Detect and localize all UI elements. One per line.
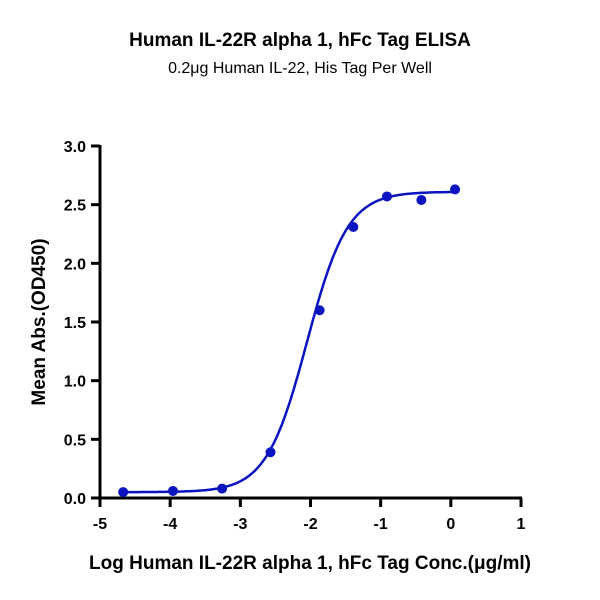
x-tick-label: 1 [517,516,526,533]
x-tick-label: -5 [93,516,107,533]
data-point [118,487,129,498]
x-tick-label: -4 [163,516,177,533]
data-point [314,305,325,316]
y-tick-label: 2.0 [64,256,86,273]
data-point [265,447,276,458]
y-tick-label: 0.5 [64,432,86,449]
data-point [416,194,427,205]
data-point [450,184,461,195]
data-point [381,191,392,202]
data-point [348,221,359,232]
y-tick-label: 1.5 [64,315,86,332]
y-tick-label: 0.0 [64,491,86,508]
x-tick-label: -3 [233,516,247,533]
y-tick-label: 1.0 [64,374,86,391]
y-axis-label: Mean Abs.(OD450) [29,238,50,405]
x-axis-label: Log Human IL-22R alpha 1, hFc Tag Conc.(… [89,553,531,574]
x-tick-label: 0 [446,516,455,533]
x-tick-label: -2 [303,516,317,533]
y-tick-label: 2.5 [64,198,86,215]
chart-title: Human IL-22R alpha 1, hFc Tag ELISA [129,30,471,51]
y-tick-label: 3.0 [64,139,86,156]
data-point [167,485,178,496]
data-point [217,483,228,494]
chart-subtitle: 0.2μg Human IL-22, His Tag Per Well [168,60,432,77]
x-tick-label: -1 [374,516,388,533]
fit-curve [123,190,455,494]
